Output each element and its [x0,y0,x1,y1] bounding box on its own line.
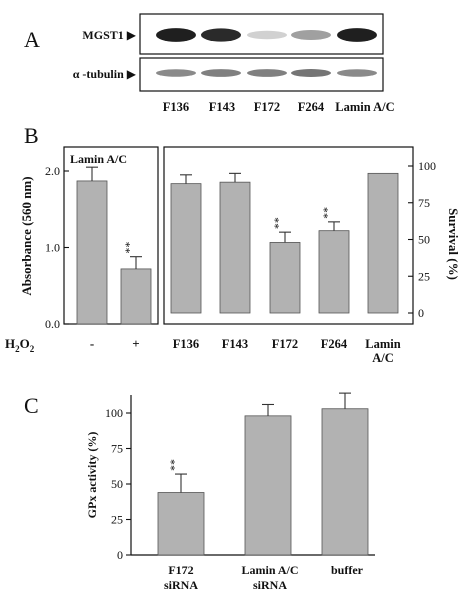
blot-band [337,28,377,42]
y-tick-label: 0.0 [45,317,60,331]
panel-b-left-title: Lamin A/C [70,152,127,166]
x-tick-label: F143 [222,337,248,351]
x-tick-label: Lamin A/C [241,563,298,577]
y-tick-label: 75 [111,442,123,456]
h2o2-sub1: 2 [15,344,20,354]
y-tick-label: 100 [418,159,436,173]
x-tick-label: siRNA [164,578,198,592]
panel-b-ylabel: Absorbance (560 nm) [19,176,34,295]
bar [321,408,369,556]
bar [170,183,202,314]
panel-c-letter: C [24,393,39,418]
blot-band [156,28,196,42]
y-tick-label: 0 [117,548,123,562]
blot-label-mgst1: MGST1 ▶ [82,28,136,42]
y-tick-label: 1.0 [45,241,60,255]
panel-b-left-frame [63,146,159,325]
y-tick-label: 0 [418,306,424,320]
x-tick-label: buffer [331,563,364,577]
blot-band [337,69,377,77]
significance-mark: ** [320,207,334,219]
blot-lane-labels: F136 F143 F172 F264 Lamin A/C [163,100,395,114]
significance-mark: ** [122,242,136,254]
x-tick-label: F172 [272,337,298,351]
blot-bands [156,28,377,77]
blot-band [247,69,287,77]
x-tick-label: - [90,336,94,351]
y-tick-label: 25 [418,269,430,283]
blot-lane-label: F143 [209,100,235,114]
panel-a-letter: A [24,27,40,52]
blot-band [156,69,196,77]
bar [367,172,399,314]
x-tick-label: F264 [321,337,348,351]
bar [219,181,251,314]
h2o2-h: H [5,336,15,351]
blot-lane-label: Lamin A/C [335,100,394,114]
h2o2-label: H2O2 [5,336,35,354]
bar [244,415,292,556]
y-tick-label: 50 [111,477,123,491]
y-tick-label: 50 [418,233,430,247]
y-tick-label: 25 [111,513,123,527]
x-tick-label: F136 [173,337,199,351]
chart-b-left: 0.0 1.0 2.0 - ** + [45,164,152,351]
panel-b-letter: B [24,123,39,148]
significance-mark: ** [271,217,285,229]
bar [76,180,108,325]
x-tick-label: siRNA [253,578,287,592]
bar [318,230,350,314]
blot-lane-label: F136 [163,100,189,114]
h2o2-o: O [20,336,30,351]
x-tick-label: F172 [168,563,193,577]
bar [269,242,301,314]
blot-band [201,69,241,77]
panel-b-ylabel-right: Survival (%) [446,208,461,280]
significance-mark: ** [167,459,181,471]
panel-c-ylabel: GPx activity (%) [85,432,99,519]
bar [120,268,152,325]
x-tick-label: Lamin [365,337,400,351]
blot-band [291,69,331,77]
blot-lane-label: F264 [298,100,325,114]
blot-band [201,28,241,42]
x-tick-label: + [132,336,139,351]
bar [157,492,205,556]
y-tick-label: 75 [418,196,430,210]
y-tick-label: 2.0 [45,164,60,178]
y-tick-label: 100 [105,406,123,420]
panel-b-right-frame [163,146,414,325]
h2o2-sub2: 2 [30,344,35,354]
x-tick-label: A/C [372,351,394,365]
blot-label-tubulin: α -tubulin ▶ [73,67,137,81]
blot-band [247,30,287,40]
blot-band [291,30,331,40]
blot-lane-label: F172 [254,100,280,114]
